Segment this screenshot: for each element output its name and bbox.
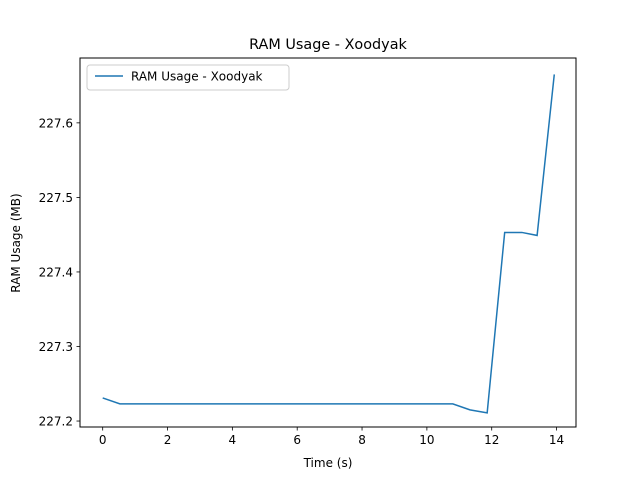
y-axis-label: RAM Usage (MB): [9, 193, 23, 292]
x-tick-label: 12: [484, 433, 499, 447]
y-axis: 227.2 227.3 227.4 227.5 227.6: [39, 116, 80, 429]
chart-title: RAM Usage - Xoodyak: [249, 37, 407, 53]
x-tick-label: 4: [229, 433, 237, 447]
x-tick-label: 8: [358, 433, 366, 447]
legend-box: [86, 64, 290, 91]
y-tick-label: 227.2: [39, 415, 73, 429]
y-tick-label: 227.5: [39, 191, 73, 205]
series-line-ram-usage: [102, 74, 556, 414]
legend: RAM Usage - Xoodyak: [86, 64, 290, 91]
x-tick-label: 6: [293, 433, 301, 447]
x-tick-label: 0: [99, 433, 107, 447]
legend-label: RAM Usage - Xoodyak: [131, 70, 263, 84]
x-tick-label: 2: [164, 433, 172, 447]
x-axis: 0 2 4 6 8 10 12 14: [99, 427, 564, 447]
x-tick-label: 10: [419, 433, 434, 447]
y-tick-label: 227.3: [39, 340, 73, 354]
x-axis-label: Time (s): [303, 456, 353, 470]
plot-area: [79, 57, 577, 428]
y-tick-label: 227.4: [39, 265, 73, 279]
y-tick-label: 227.6: [39, 116, 73, 130]
x-tick-label: 14: [549, 433, 564, 447]
